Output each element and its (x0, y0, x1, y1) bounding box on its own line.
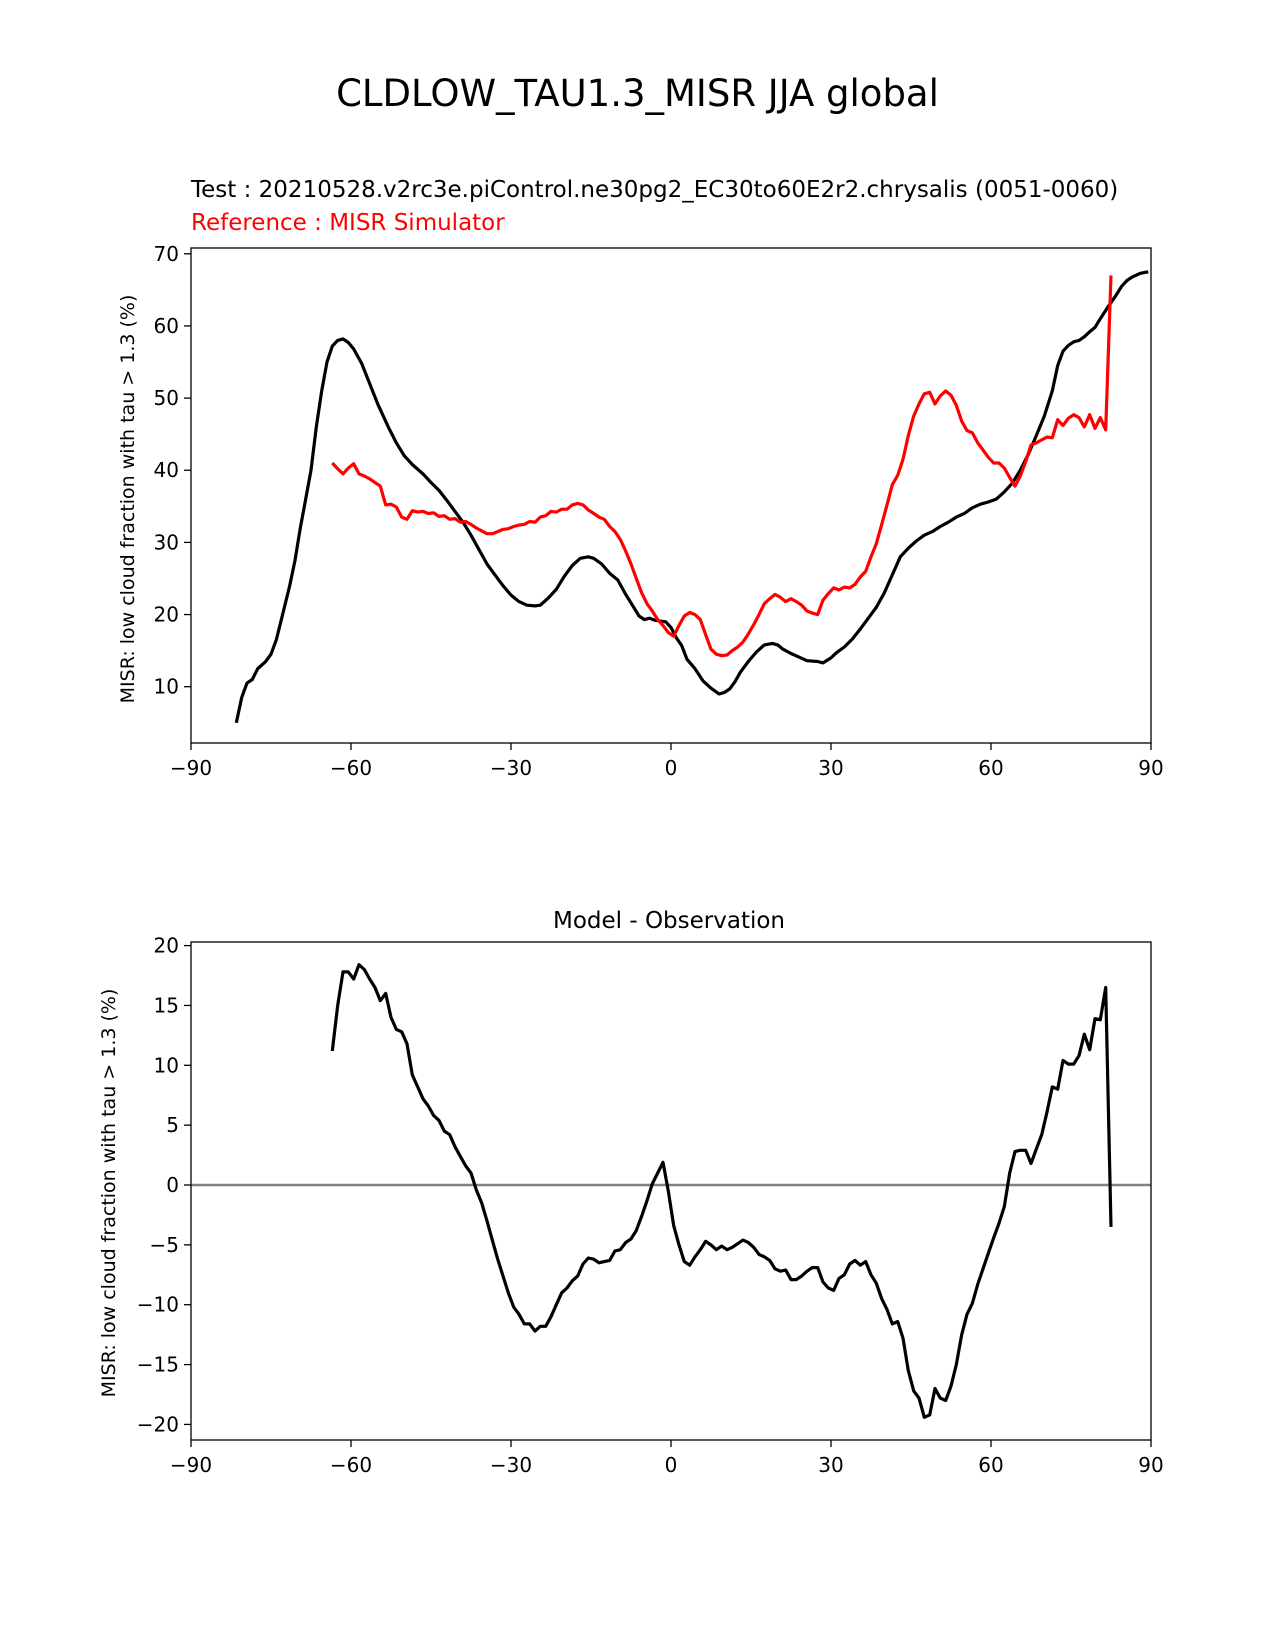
y-tick-label: 15 (154, 993, 179, 1017)
x-tick-label: −90 (170, 756, 212, 780)
y-tick-label: −10 (137, 1293, 179, 1317)
x-tick-label: 30 (818, 756, 843, 780)
x-tick-label: −60 (330, 756, 372, 780)
top-panel: Test : 20210528.v2rc3e.piControl.ne30pg2… (117, 177, 1164, 780)
y-tick-label: 70 (154, 242, 179, 266)
y-tick-label: 30 (154, 530, 179, 554)
y-tick-label: 0 (166, 1173, 179, 1197)
y-tick-label: 10 (154, 675, 179, 699)
y-tick-label: 40 (154, 458, 179, 482)
reference-title: Reference : MISR Simulator (191, 210, 505, 236)
y-axis-label: MISR: low cloud fraction with tau > 1.3 … (98, 989, 120, 1398)
y-tick-label: 50 (154, 386, 179, 410)
x-tick-label: 90 (1138, 1453, 1163, 1477)
y-tick-label: −20 (137, 1412, 179, 1436)
y-tick-label: 20 (154, 934, 179, 958)
series-line-0 (234, 270, 1149, 724)
x-tick-label: 60 (978, 1453, 1003, 1477)
x-tick-label: −30 (490, 1453, 532, 1477)
y-tick-label: 10 (154, 1053, 179, 1077)
x-tick-label: 60 (978, 756, 1003, 780)
x-tick-label: −60 (330, 1453, 372, 1477)
x-tick-label: 0 (665, 1453, 678, 1477)
x-tick-label: −90 (170, 1453, 212, 1477)
y-tick-label: −15 (137, 1353, 179, 1377)
x-tick-label: −30 (490, 756, 532, 780)
x-tick-label: 90 (1138, 756, 1163, 780)
y-axis-label: MISR: low cloud fraction with tau > 1.3 … (117, 295, 139, 704)
plot-frame (190, 247, 1152, 744)
test-title: Test : 20210528.v2rc3e.piControl.ne30pg2… (190, 177, 1118, 203)
figure-title: CLDLOW_TAU1.3_MISR JJA global (336, 72, 939, 115)
x-tick-label: 30 (818, 1453, 843, 1477)
series-line-1 (331, 275, 1113, 658)
series-line-0 (330, 963, 1113, 1419)
bottom-panel: Model - Observation MISR: low cloud frac… (98, 908, 1164, 1477)
y-tick-label: 20 (154, 603, 179, 627)
difference-title: Model - Observation (553, 908, 785, 934)
y-tick-label: −5 (150, 1233, 179, 1257)
y-tick-label: 60 (154, 314, 179, 338)
x-tick-label: 0 (665, 756, 678, 780)
y-tick-label: 5 (166, 1113, 179, 1137)
